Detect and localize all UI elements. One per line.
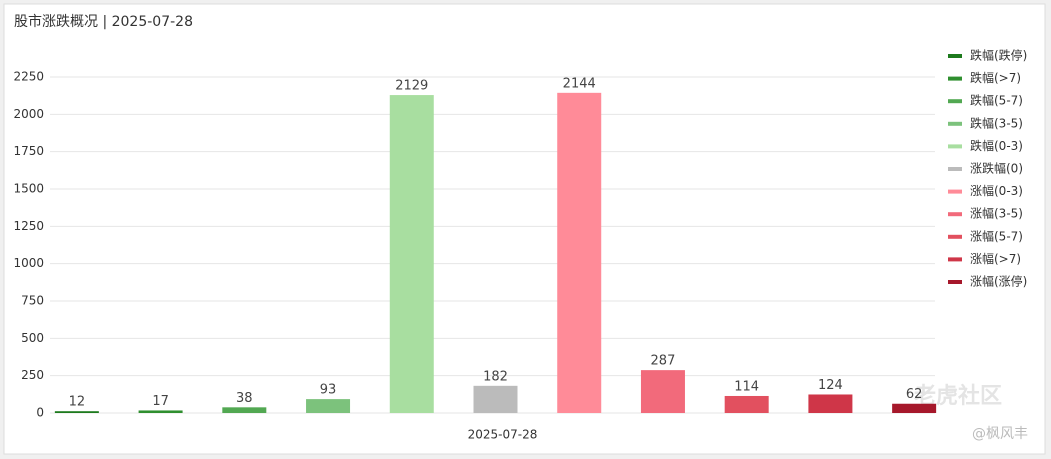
data-label: 12	[69, 395, 86, 410]
data-label: 2144	[563, 76, 596, 91]
data-label: 62	[906, 387, 923, 402]
legend-label: 跌幅(跌停)	[970, 48, 1027, 63]
y-tick-label: 500	[21, 331, 44, 345]
x-tick-label: 2025-07-28	[468, 428, 538, 442]
y-tick-label: 2250	[13, 70, 44, 84]
y-tick-label: 750	[21, 294, 44, 308]
data-label: 93	[320, 383, 337, 398]
y-tick-label: 2000	[13, 107, 44, 121]
legend-label: 涨幅(涨停)	[970, 274, 1027, 289]
y-tick-label: 1250	[13, 219, 44, 233]
data-label: 114	[734, 379, 759, 394]
legend-label: 跌幅(0-3)	[970, 138, 1023, 153]
legend-label: 涨幅(5-7)	[970, 228, 1023, 243]
data-label: 287	[651, 354, 676, 369]
y-tick-label: 1000	[13, 256, 44, 270]
legend-label: 涨幅(0-3)	[970, 183, 1023, 198]
legend-label: 跌幅(3-5)	[970, 115, 1023, 130]
legend-label: 涨幅(3-5)	[970, 206, 1023, 221]
bar	[640, 370, 685, 413]
data-label: 2129	[395, 79, 428, 94]
frame	[3, 3, 1046, 455]
legend-label: 涨幅(>7)	[970, 251, 1021, 266]
bar	[808, 394, 853, 413]
y-tick-label: 1750	[13, 144, 44, 158]
bar	[473, 385, 518, 413]
bar	[892, 403, 937, 413]
chart-title: 股市涨跌概况 | 2025-07-28	[14, 13, 193, 30]
bar	[389, 95, 434, 413]
bar	[54, 411, 99, 413]
data-label: 182	[483, 369, 508, 384]
data-label: 17	[152, 394, 169, 409]
legend-label: 跌幅(5-7)	[970, 93, 1023, 108]
y-tick-label: 0	[36, 406, 44, 420]
bar	[306, 399, 351, 413]
watermark: @枫风丰	[972, 426, 1028, 442]
bar	[557, 92, 602, 413]
y-tick-label: 1500	[13, 182, 44, 196]
bar	[222, 407, 267, 413]
bar	[138, 410, 183, 413]
data-label: 124	[818, 378, 843, 393]
y-tick-label: 250	[21, 368, 44, 382]
bar	[724, 395, 769, 413]
legend-label: 涨跌幅(0)	[970, 161, 1023, 176]
legend-label: 跌幅(>7)	[970, 70, 1021, 85]
data-label: 38	[236, 391, 253, 406]
